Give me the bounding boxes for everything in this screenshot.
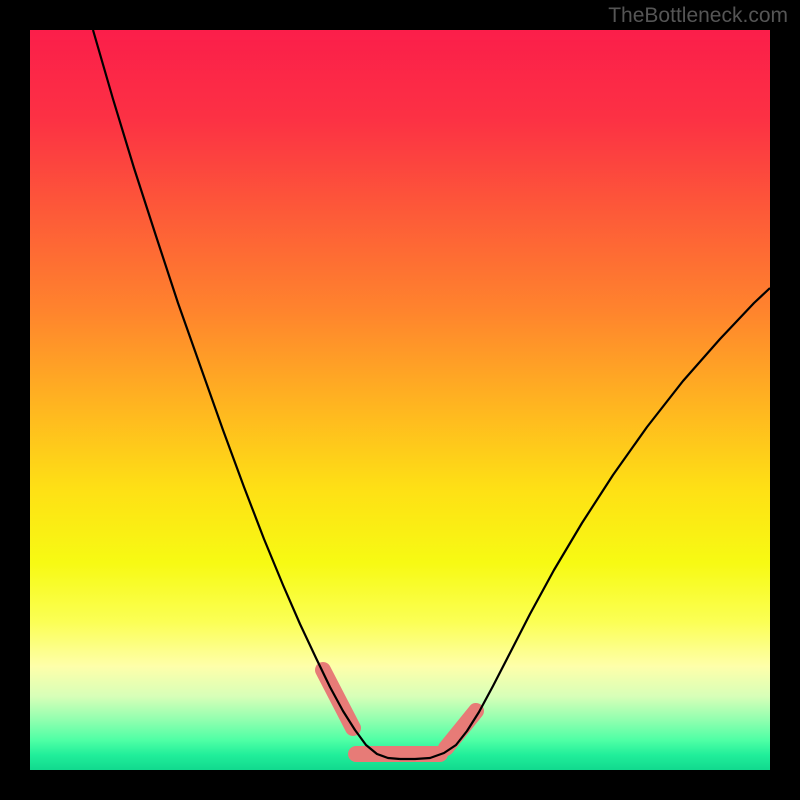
- chart-svg: [0, 0, 800, 800]
- watermark-text: TheBottleneck.com: [608, 4, 788, 28]
- plot-background: [30, 30, 770, 770]
- chart-container: TheBottleneck.com: [0, 0, 800, 800]
